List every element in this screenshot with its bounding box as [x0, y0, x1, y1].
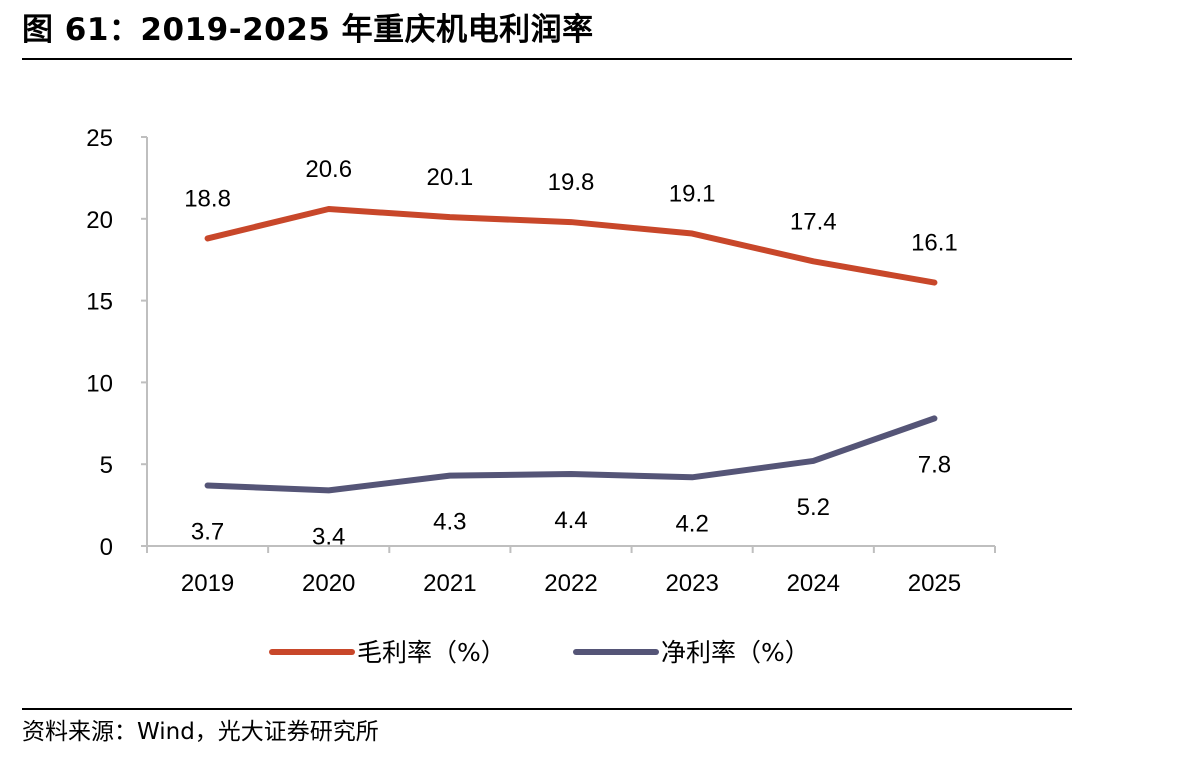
series-lines — [204, 205, 938, 494]
x-tick-label: 2024 — [787, 570, 840, 597]
data-label: 3.7 — [191, 518, 224, 545]
x-tick-label: 2021 — [423, 570, 476, 597]
data-label: 19.8 — [548, 169, 595, 196]
legend-label: 净利率（%） — [661, 638, 810, 667]
data-label: 4.3 — [433, 509, 466, 536]
data-label: 18.8 — [184, 185, 231, 212]
data-label: 7.8 — [918, 451, 951, 478]
y-tick-label: 15 — [86, 289, 113, 316]
x-tick-label: 2023 — [665, 570, 718, 597]
y-tick-label: 10 — [86, 370, 113, 397]
data-label: 3.4 — [312, 523, 345, 550]
x-tick-label: 2019 — [181, 570, 234, 597]
data-label: 4.4 — [554, 507, 587, 534]
x-tick-label: 2022 — [544, 570, 597, 597]
data-label: 20.6 — [305, 156, 352, 183]
data-label: 19.1 — [669, 181, 716, 208]
title-rule — [22, 58, 1072, 60]
series-line-2 — [204, 415, 938, 494]
source-rule — [22, 708, 1072, 710]
data-label: 5.2 — [797, 494, 830, 521]
data-label: 17.4 — [790, 208, 837, 235]
y-tick-label: 5 — [100, 452, 113, 479]
y-tick-label: 0 — [100, 534, 113, 561]
x-tick-label: 2025 — [908, 570, 961, 597]
y-tick-label: 20 — [86, 207, 113, 234]
data-label: 16.1 — [911, 230, 958, 257]
data-labels: 18.8 20.6 20.1 19.8 19.1 17.4 16.1 3.7 3.4 4.3 4.4… — [184, 156, 958, 550]
data-label: 20.1 — [426, 164, 473, 191]
y-tick-label: 25 — [86, 125, 113, 152]
x-tick-label: 2020 — [302, 570, 355, 597]
figure-title: 图 61：2019-2025 年重庆机电利润率 — [22, 12, 594, 48]
data-label: 4.2 — [675, 510, 708, 537]
legend: 毛利率（%） 净利率（%） — [269, 638, 810, 667]
series-line-1 — [204, 205, 938, 286]
source-note: 资料来源：Wind，光大证券研究所 — [22, 719, 379, 745]
legend-label: 毛利率（%） — [357, 638, 506, 667]
